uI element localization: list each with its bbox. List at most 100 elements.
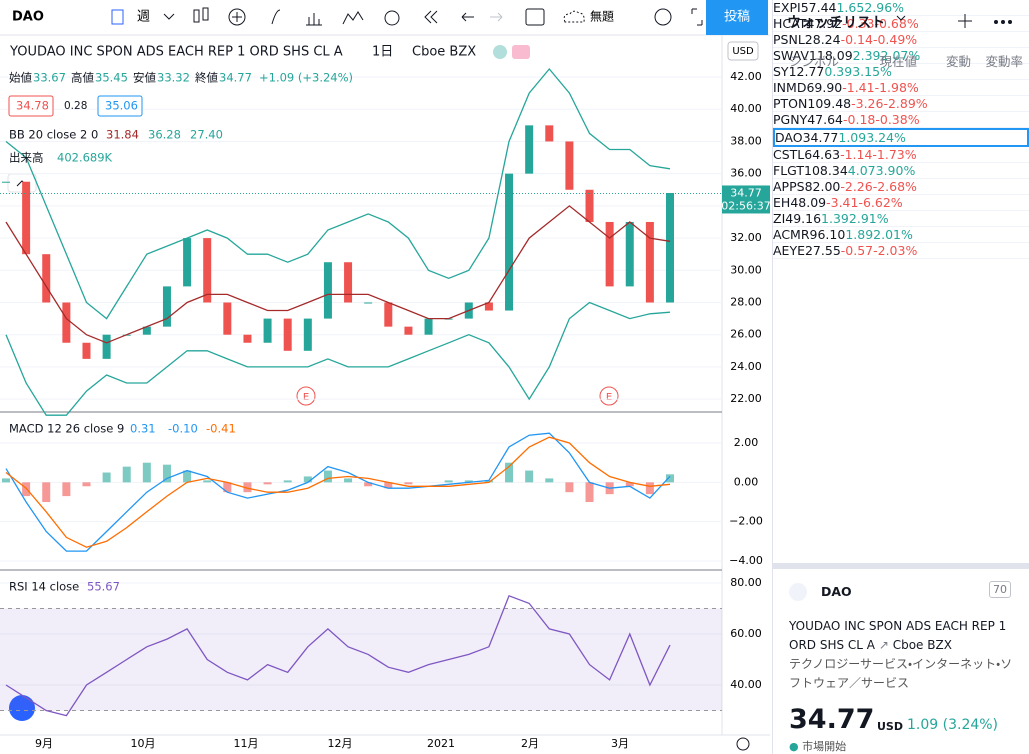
histogram-bar — [464, 480, 473, 483]
candle — [42, 254, 51, 303]
candle-icon[interactable] — [193, 9, 200, 23]
histogram-bar — [82, 482, 91, 487]
bars-icon[interactable] — [306, 13, 322, 26]
column-header[interactable]: 変動 — [945, 54, 971, 69]
histogram-bar — [223, 482, 232, 493]
watchlist-row[interactable]: AEYE27.55-0.57-2.03% — [773, 243, 1029, 259]
x-tick-label: 2月 — [521, 737, 539, 750]
watchlist-row[interactable]: PSNL28.24-0.14-0.49% — [773, 32, 1029, 48]
publish-label: 投稿 — [724, 9, 750, 25]
row-change: 1.39 — [821, 211, 849, 226]
watchlist-row[interactable]: DAO34.771.093.24% — [773, 128, 1029, 147]
layout-icon[interactable] — [525, 8, 545, 26]
row-change: -2.26 — [840, 179, 873, 194]
more-dot[interactable] — [994, 20, 998, 24]
rsi-label: RSI 14 close — [9, 580, 79, 594]
candle — [484, 302, 493, 311]
redo-icon[interactable] — [490, 12, 503, 22]
watchlist-row[interactable]: SY12.770.393.15% — [773, 64, 1029, 80]
dropdown-icon[interactable] — [896, 15, 906, 21]
candle — [102, 334, 111, 359]
more-dot[interactable] — [1001, 20, 1005, 24]
ask: 35.06 — [105, 99, 138, 113]
watchlist-row[interactable]: HCAT47.92-0.33-0.68% — [773, 16, 1029, 32]
column-header[interactable]: 現在値 — [879, 54, 917, 69]
watchlist-title[interactable]: ウォッチリスト — [787, 15, 885, 31]
alert-icon[interactable] — [384, 10, 400, 26]
watchlist-row[interactable]: SWAV118.092.392.07% — [773, 48, 1029, 64]
row-change: -1.41 — [842, 80, 875, 95]
histogram-bar — [62, 482, 71, 497]
row-price: 108.34 — [804, 163, 848, 178]
ohlc-label: 終値 — [195, 71, 218, 85]
candle — [82, 342, 91, 359]
y-tick-label: 60.00 — [730, 627, 762, 640]
watchlist-row[interactable]: PGNY47.64-0.18-0.38% — [773, 112, 1029, 128]
add-symbol-icon[interactable] — [958, 14, 972, 28]
logo[interactable] — [9, 695, 35, 721]
histogram-bar — [404, 482, 413, 485]
earnings-marker[interactable] — [599, 386, 619, 406]
symbol-button[interactable]: DAO — [12, 10, 44, 25]
replay-icon[interactable] — [424, 10, 438, 24]
candle — [625, 221, 634, 287]
histogram-bar — [545, 478, 554, 483]
watchlist-row[interactable]: APPS82.00-2.26-2.68% — [773, 179, 1029, 195]
indicator-icon[interactable] — [228, 8, 246, 26]
histogram-bar — [645, 482, 654, 495]
column-header[interactable]: シンボル — [789, 54, 840, 69]
ask-box — [97, 95, 143, 117]
macd-label: MACD 12 26 close 9 — [9, 422, 124, 436]
cloud-icon[interactable] — [563, 10, 585, 23]
row-percent: 3.90% — [875, 163, 916, 178]
candle — [645, 221, 654, 303]
layout-name[interactable]: 無題 — [590, 9, 614, 24]
status-dot: ● — [789, 740, 799, 753]
watchlist-row[interactable]: FLGT108.344.073.90% — [773, 163, 1029, 179]
currency-badge[interactable] — [727, 41, 759, 61]
candle — [424, 318, 433, 335]
candle — [22, 181, 31, 255]
column-header[interactable]: 変動率 — [985, 54, 1023, 69]
undo-icon[interactable] — [461, 12, 474, 22]
histogram-bar — [183, 470, 192, 483]
x-tick-label: 10月 — [131, 737, 156, 750]
dropdown-icon[interactable] — [163, 13, 175, 20]
histogram-bar — [122, 466, 131, 483]
histogram-bar — [323, 470, 332, 483]
row-symbol: PSNL — [773, 32, 805, 47]
calendar-icon[interactable] — [111, 9, 124, 25]
watchlist-row[interactable]: CSTL64.63-1.14-1.73% — [773, 147, 1029, 163]
rating-badge[interactable]: 70 — [989, 581, 1011, 598]
histogram-bar — [283, 480, 292, 483]
detail-price: 34.77 — [789, 704, 875, 735]
watchlist-row[interactable]: ACMR96.101.892.01% — [773, 227, 1029, 243]
interval-button[interactable]: 週 — [137, 10, 150, 25]
more-dot[interactable] — [1008, 20, 1012, 24]
row-price: 64.63 — [804, 147, 841, 162]
watchlist-row[interactable]: EXPI57.441.652.96% — [773, 0, 1029, 16]
settings-icon[interactable] — [654, 8, 672, 26]
watchlist-row[interactable]: PTON109.48-3.26-2.89% — [773, 96, 1029, 112]
watchlist-row[interactable]: ZI49.161.392.91% — [773, 211, 1029, 227]
compare-icon[interactable] — [342, 11, 364, 25]
row-percent: 2.01% — [873, 227, 913, 242]
link-icon[interactable]: ↗ — [878, 638, 889, 652]
collapse-button[interactable] — [7, 173, 37, 193]
candle — [203, 238, 212, 303]
earnings-marker[interactable] — [296, 386, 316, 406]
watchlist-row[interactable]: EH48.09-3.41-6.62% — [773, 195, 1029, 211]
candle — [183, 238, 192, 287]
fullscreen-icon[interactable] — [691, 8, 703, 26]
fx-icon[interactable] — [271, 9, 281, 25]
publish-button[interactable] — [706, 0, 768, 35]
histogram-bar — [484, 480, 493, 483]
rsi-value: 55.67 — [87, 580, 120, 594]
candle — [565, 141, 574, 190]
histogram-bar — [162, 464, 171, 483]
candle — [323, 262, 332, 319]
row-symbol: ACMR — [773, 227, 810, 242]
watchlist-row[interactable]: INMD69.90-1.41-1.98% — [773, 80, 1029, 96]
candle-icon[interactable] — [202, 7, 209, 21]
axis-settings-icon[interactable] — [736, 737, 750, 751]
